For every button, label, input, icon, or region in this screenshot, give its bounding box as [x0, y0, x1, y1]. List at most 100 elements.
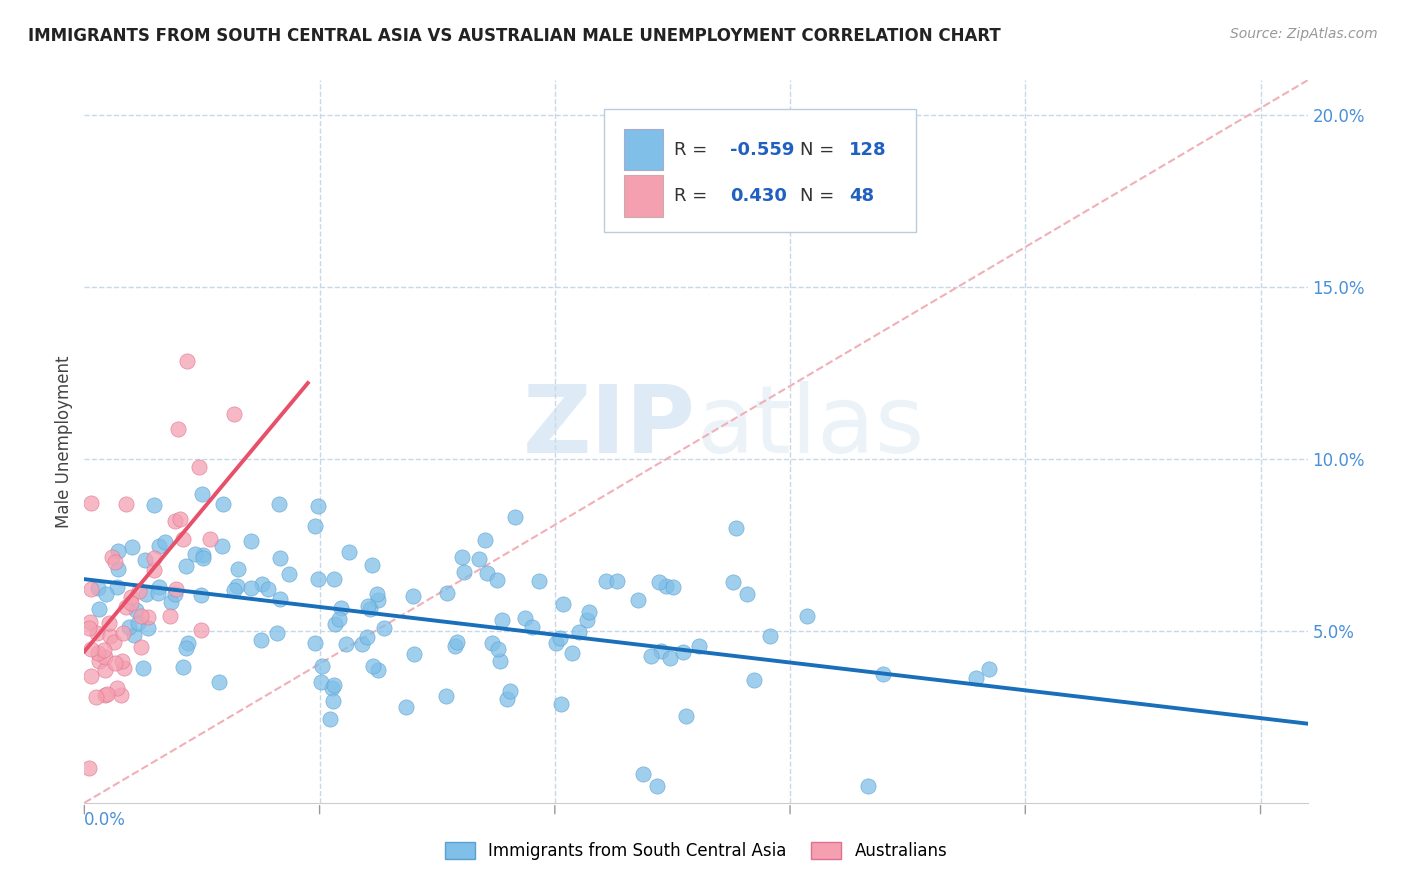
Point — [453, 565, 475, 579]
Point — [446, 635, 468, 649]
Point — [226, 578, 249, 592]
Text: atlas: atlas — [696, 381, 924, 473]
Point — [475, 566, 498, 580]
Point — [159, 609, 181, 624]
Point — [444, 639, 467, 653]
Point — [98, 615, 121, 630]
Point — [222, 407, 245, 421]
Point — [84, 690, 107, 705]
Point — [277, 567, 299, 582]
Point — [505, 509, 527, 524]
Text: ZIP: ZIP — [523, 381, 696, 473]
Point — [325, 617, 347, 632]
Point — [80, 642, 103, 657]
Point — [120, 590, 142, 604]
Point — [269, 550, 291, 565]
Point — [249, 633, 271, 648]
Point — [367, 663, 389, 677]
Point — [176, 354, 198, 368]
Point — [578, 605, 600, 619]
Point — [659, 651, 682, 665]
Point — [132, 661, 155, 675]
Point — [165, 587, 187, 601]
Point — [87, 646, 110, 660]
Point — [548, 631, 571, 645]
Point — [546, 636, 568, 650]
Point — [373, 621, 395, 635]
Point — [481, 635, 503, 649]
Point — [124, 628, 146, 642]
Point — [211, 539, 233, 553]
Point — [224, 582, 246, 597]
Point — [77, 621, 100, 635]
Point — [118, 620, 141, 634]
Point — [796, 608, 818, 623]
Point — [650, 644, 672, 658]
Point — [858, 779, 880, 793]
Point — [488, 654, 510, 668]
Point — [323, 678, 346, 692]
Point — [631, 767, 654, 781]
Point — [239, 533, 262, 548]
Point — [495, 692, 517, 706]
Point — [319, 712, 342, 726]
Point — [491, 613, 513, 627]
Point — [172, 532, 194, 546]
Point — [304, 519, 326, 533]
Point — [434, 689, 457, 703]
Point — [212, 497, 235, 511]
Point — [721, 575, 744, 590]
Point — [575, 613, 598, 627]
Point — [94, 663, 117, 677]
Point — [191, 551, 214, 566]
Point — [166, 421, 188, 435]
Point — [499, 683, 522, 698]
Point — [250, 576, 273, 591]
Point — [79, 669, 101, 683]
FancyBboxPatch shape — [624, 129, 664, 170]
Point — [595, 574, 617, 588]
Point — [240, 581, 263, 595]
Point — [94, 688, 117, 702]
Point — [339, 545, 361, 559]
Point — [688, 639, 710, 653]
Point — [155, 535, 177, 549]
Point — [872, 667, 894, 681]
Point — [627, 593, 650, 607]
Point — [146, 586, 169, 600]
Point — [148, 581, 170, 595]
Point — [335, 637, 357, 651]
Point — [311, 674, 333, 689]
Point — [127, 616, 149, 631]
Point — [474, 533, 496, 548]
Point — [662, 580, 685, 594]
Point — [107, 543, 129, 558]
Point — [174, 640, 197, 655]
Point — [80, 582, 103, 596]
Point — [356, 631, 378, 645]
Point — [307, 499, 329, 513]
Text: 0.430: 0.430 — [730, 187, 787, 205]
Point — [520, 620, 543, 634]
Point — [163, 514, 186, 528]
Point — [395, 700, 418, 714]
Point — [121, 540, 143, 554]
Point — [107, 562, 129, 576]
Point — [105, 681, 128, 696]
Point — [468, 552, 491, 566]
Point — [367, 593, 389, 607]
Point — [266, 625, 288, 640]
Point — [143, 551, 166, 566]
Point — [114, 497, 136, 511]
Point — [190, 588, 212, 602]
Point — [80, 496, 103, 510]
Point — [129, 640, 152, 654]
Point — [177, 636, 200, 650]
Point — [115, 600, 138, 615]
Point — [169, 512, 191, 526]
Point — [451, 550, 474, 565]
FancyBboxPatch shape — [624, 176, 664, 217]
Point — [527, 574, 550, 588]
Point — [404, 647, 426, 661]
Point — [311, 659, 333, 673]
